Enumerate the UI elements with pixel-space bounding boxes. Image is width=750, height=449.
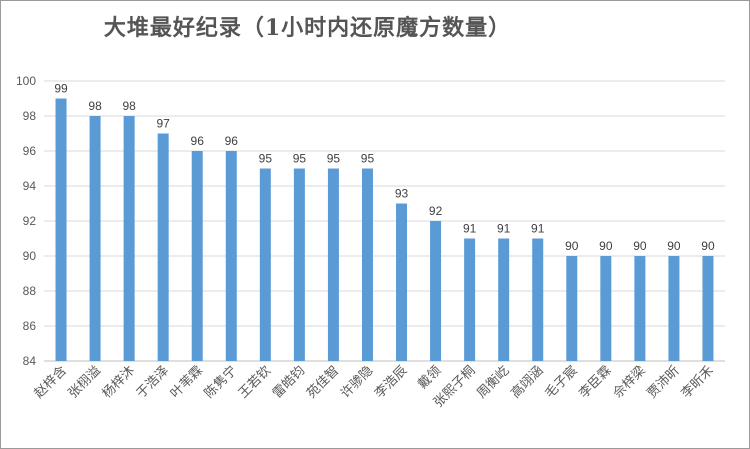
data-label: 98 bbox=[88, 99, 102, 113]
x-tick-label: 雷皓钧 bbox=[270, 363, 308, 401]
y-tick-label: 96 bbox=[23, 144, 37, 158]
bar bbox=[464, 238, 476, 361]
bar bbox=[430, 221, 442, 361]
x-tick-label: 李浩辰 bbox=[372, 363, 410, 401]
gridlines bbox=[44, 80, 725, 362]
bar bbox=[600, 256, 612, 361]
bar bbox=[293, 168, 305, 361]
data-label: 90 bbox=[565, 239, 579, 253]
x-tick-label: 于浩泽 bbox=[134, 363, 172, 401]
bar bbox=[259, 168, 271, 361]
data-label: 91 bbox=[463, 222, 477, 236]
chart-title: 大堆最好纪录（1小时内还原魔方数量） bbox=[103, 15, 512, 41]
data-label: 95 bbox=[293, 152, 307, 166]
y-tick-label: 86 bbox=[23, 319, 37, 333]
x-tick-label: 李臣霖 bbox=[576, 363, 614, 401]
y-tick-label: 88 bbox=[23, 284, 37, 298]
bar bbox=[498, 238, 510, 361]
data-label: 96 bbox=[191, 134, 205, 148]
x-tick-label: 高翊涵 bbox=[508, 363, 547, 402]
y-tick-label: 98 bbox=[23, 109, 37, 123]
data-label: 91 bbox=[531, 222, 545, 236]
x-tick-label: 王若钦 bbox=[235, 363, 274, 402]
x-tick-label: 周衡屹 bbox=[474, 363, 512, 401]
bar bbox=[668, 256, 680, 361]
x-tick-label: 苑佳智 bbox=[304, 363, 342, 401]
bars bbox=[55, 98, 714, 361]
y-tick-label: 92 bbox=[23, 214, 37, 228]
x-tick-label: 贾沛昕 bbox=[645, 363, 683, 401]
x-tick-label: 赵梓含 bbox=[31, 363, 70, 402]
data-label: 96 bbox=[225, 134, 239, 148]
x-tick-label: 毛子宸 bbox=[542, 363, 581, 402]
data-label: 95 bbox=[361, 152, 375, 166]
x-tick-label: 张栩溢 bbox=[66, 363, 104, 401]
bar bbox=[702, 256, 714, 361]
y-tick-label: 94 bbox=[23, 179, 37, 193]
x-tick-label: 李昕禾 bbox=[679, 363, 717, 401]
data-label: 97 bbox=[156, 117, 170, 131]
y-tick-label: 100 bbox=[16, 74, 36, 88]
bar bbox=[396, 203, 408, 361]
x-tick-label: 陈隽宁 bbox=[201, 363, 240, 402]
data-label: 92 bbox=[429, 204, 443, 218]
y-tick-label: 90 bbox=[23, 249, 37, 263]
data-label: 95 bbox=[327, 152, 341, 166]
data-label: 90 bbox=[633, 239, 647, 253]
bar bbox=[634, 256, 646, 361]
x-tick-label: 叶苇霖 bbox=[168, 363, 206, 401]
bar bbox=[123, 116, 135, 361]
bar bbox=[55, 98, 67, 361]
data-label: 90 bbox=[667, 239, 681, 253]
x-tick-label: 杨梓沐 bbox=[100, 363, 138, 401]
x-tick-label: 戴领 bbox=[415, 363, 444, 392]
data-label: 99 bbox=[54, 82, 68, 96]
bar bbox=[361, 168, 373, 361]
x-tick-label: 佘梓梁 bbox=[610, 363, 649, 402]
data-label: 98 bbox=[122, 99, 136, 113]
data-label: 93 bbox=[395, 187, 409, 201]
bar bbox=[89, 116, 101, 361]
bar bbox=[566, 256, 578, 361]
bar bbox=[157, 133, 169, 361]
bar bbox=[225, 151, 237, 361]
data-labels: 99 98 98 97 96 96 95 95 95 95 93 92 91 91 91 90 90 90 90 90 bbox=[54, 82, 715, 254]
y-tick-label: 84 bbox=[23, 354, 37, 368]
bar bbox=[191, 151, 203, 361]
data-label: 95 bbox=[259, 152, 273, 166]
data-label: 91 bbox=[497, 222, 511, 236]
x-tick-label: 许骖隐 bbox=[337, 363, 376, 402]
data-label: 90 bbox=[701, 239, 715, 253]
bar bbox=[327, 168, 339, 361]
bar bbox=[532, 238, 544, 361]
y-axis: 84 86 88 90 92 94 96 98 100 bbox=[16, 74, 36, 368]
data-label: 90 bbox=[599, 239, 613, 253]
